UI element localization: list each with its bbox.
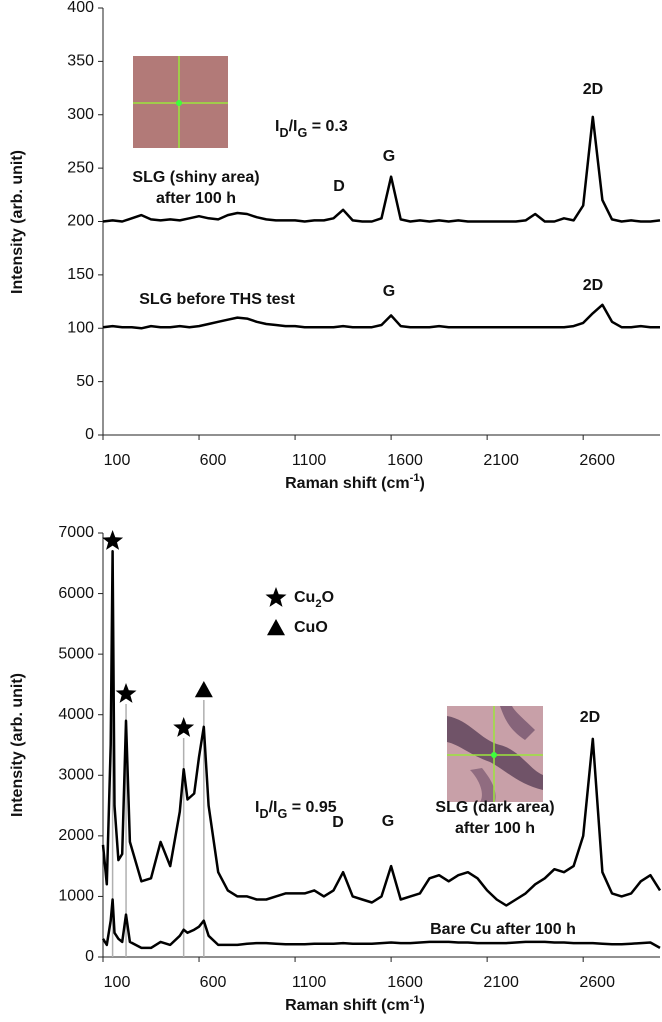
x-tick-label: 1600 — [387, 974, 423, 991]
ratio-label-part: D — [259, 807, 268, 821]
series-label: SLG before THS test — [139, 291, 295, 308]
legend-symbol — [265, 587, 287, 607]
ratio-label-part: G — [297, 126, 307, 140]
y-tick-label: 5000 — [58, 645, 94, 662]
y-tick-label: 0 — [85, 426, 94, 443]
ratio-label-part: /I — [269, 799, 278, 816]
x-tick-label: 2600 — [579, 452, 615, 469]
peak-label: G — [382, 813, 394, 830]
y-tick-label: 0 — [85, 948, 94, 965]
peak-label: 2D — [580, 709, 600, 726]
x-tick-label: 2100 — [483, 452, 519, 469]
peak-label: 2D — [583, 81, 603, 98]
y-axis-title: Intensity (arb. unit) — [9, 150, 26, 294]
y-tick-label: 3000 — [58, 767, 94, 784]
ratio-label-part: G — [277, 807, 287, 821]
y-tick-label: 350 — [67, 53, 94, 70]
y-axis-title: Intensity (arb. unit) — [9, 673, 26, 817]
y-tick-label: 150 — [67, 266, 94, 283]
y-tick-label: 250 — [67, 159, 94, 176]
series-label: SLG (shiny area) after 100 h — [132, 169, 259, 207]
legend-label-part: 2 — [315, 598, 321, 610]
ratio-label-part: D — [279, 126, 288, 140]
peak-label: D — [333, 178, 345, 195]
y-tick-label: 400 — [67, 0, 94, 16]
x-tick-label: 100 — [104, 974, 131, 991]
ratio-label: ID/IG = 0.3 — [275, 118, 348, 140]
legend-symbol — [267, 619, 285, 636]
x-axis-title-part: -1 — [410, 994, 420, 1006]
x-tick-label: 2100 — [483, 974, 519, 991]
legend-label-part: Cu — [294, 589, 315, 606]
x-tick-label: 1100 — [292, 974, 327, 991]
series-label: SLG (dark area) after 100 h — [435, 799, 554, 837]
y-tick-label: 300 — [67, 106, 94, 123]
series-label: Bare Cu after 100 h — [430, 921, 576, 938]
x-axis-title-part: -1 — [410, 472, 420, 484]
peak-marker — [173, 717, 195, 737]
spectrum-line — [102, 303, 660, 330]
legend-label: CuO — [294, 619, 328, 636]
x-axis-title: Raman shift (cm-1) — [285, 472, 425, 492]
x-axis-title: Raman shift (cm-1) — [285, 994, 425, 1014]
spectrum-line — [101, 898, 661, 950]
x-tick-label: 1600 — [387, 452, 423, 469]
inset-shiny — [133, 56, 228, 148]
spectrum-line — [101, 549, 662, 907]
peak-marker — [194, 681, 213, 698]
legend-label: Cu2O — [294, 589, 334, 610]
x-tick-label: 600 — [200, 452, 227, 469]
legend-label-part: O — [322, 589, 334, 606]
y-tick-label: 4000 — [58, 706, 94, 723]
peak-label: G — [383, 283, 395, 300]
peak-label: 2D — [583, 277, 603, 294]
peak-label: G — [383, 148, 395, 165]
inset-dark — [447, 706, 543, 802]
ratio-label-part: I — [255, 799, 259, 816]
ratio-label-part: = 0.95 — [287, 799, 336, 816]
y-tick-label: 2000 — [58, 827, 94, 844]
x-axis-title-part: ) — [420, 997, 425, 1014]
y-tick-label: 50 — [76, 373, 94, 390]
peak-marker — [102, 530, 124, 550]
y-tick-label: 200 — [67, 213, 94, 230]
x-tick-label: 600 — [200, 974, 227, 991]
ratio-label: ID/IG = 0.95 — [255, 799, 337, 821]
ratio-label-part: /I — [289, 118, 298, 135]
peak-label: D — [332, 814, 344, 831]
x-axis-title-part: Raman shift (cm — [285, 997, 409, 1014]
spectrum-line — [102, 115, 661, 223]
legend-label-part: CuO — [294, 619, 328, 636]
ratio-label-part: = 0.3 — [307, 118, 348, 135]
y-tick-label: 7000 — [58, 524, 94, 541]
x-axis-title-part: ) — [420, 475, 425, 492]
peak-marker — [115, 683, 137, 703]
x-tick-label: 1100 — [292, 452, 327, 469]
x-axis-title-part: Raman shift (cm — [285, 475, 409, 492]
y-tick-label: 6000 — [58, 585, 94, 602]
x-tick-label: 2600 — [579, 974, 615, 991]
y-tick-label: 100 — [67, 319, 94, 336]
x-tick-label: 100 — [104, 452, 131, 469]
ratio-label-part: I — [275, 118, 279, 135]
y-tick-label: 1000 — [58, 888, 94, 905]
